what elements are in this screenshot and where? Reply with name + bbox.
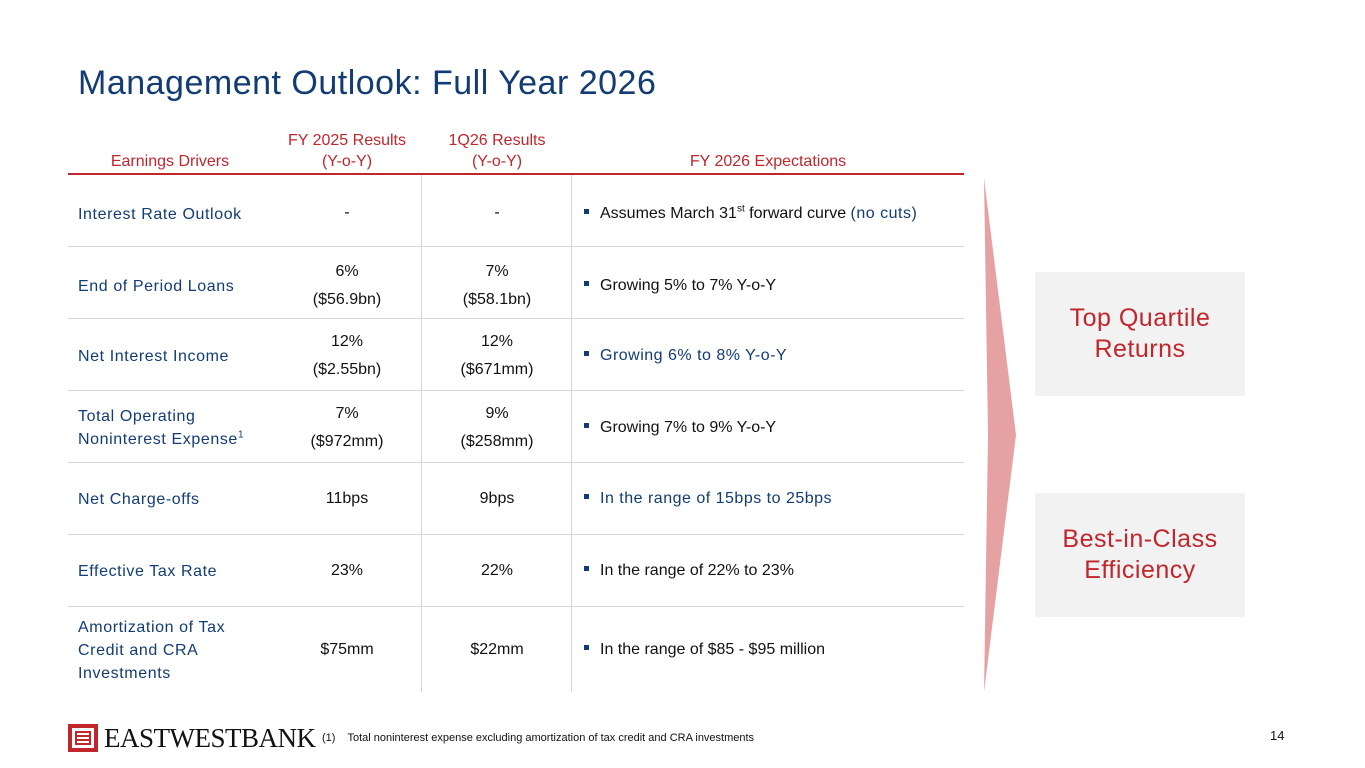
page-title: Management Outlook: Full Year 2026 [78, 64, 657, 102]
header-1q26-line1: 1Q26 Results [448, 132, 546, 149]
driver-effective-tax-rate: Effective Tax Rate [78, 563, 218, 580]
fy2025-value: $75mm [320, 641, 374, 658]
1q26-value: 9% ($258mm) [460, 405, 534, 450]
driver-amortization: Amortization of Tax Credit and CRA Inves… [78, 619, 226, 682]
fy2025-value: - [344, 204, 350, 221]
expectation-noninterest-expense: Growing 7% to 9% Y-o-Y [584, 417, 964, 439]
expectation-amortization: In the range of $85 - $95 million [584, 639, 964, 661]
column-divider [571, 175, 572, 692]
bullet-icon [584, 209, 589, 215]
east-west-bank-logo-icon [68, 724, 98, 752]
driver-interest-rate-outlook: Interest Rate Outlook [78, 206, 242, 223]
header-earnings-drivers: Earnings Drivers [110, 153, 230, 170]
best-in-class-efficiency-box: Best-in-Class Efficiency [1035, 493, 1245, 617]
expectation-net-charge-offs: In the range of 15bps to 25bps [584, 488, 964, 510]
bullet-icon [584, 423, 589, 429]
east-west-bank-logo: EASTWESTBANK [68, 722, 316, 753]
driver-total-operating-noninterest-expense: Total Operating Noninterest Expense1 [78, 408, 245, 448]
bullet-icon [584, 281, 589, 287]
driver-net-interest-income: Net Interest Income [78, 348, 230, 365]
logo-wordmark: EASTWESTBANK [104, 722, 316, 753]
row-divider [68, 606, 964, 607]
row-divider [68, 462, 964, 463]
1q26-value: $22mm [470, 641, 524, 658]
column-divider [421, 175, 422, 692]
header-fy2026-expectations: FY 2026 Expectations [689, 153, 847, 170]
1q26-value: - [494, 204, 500, 221]
fy2025-value: 7% ($972mm) [310, 405, 384, 450]
row-divider [68, 534, 964, 535]
bullet-icon [584, 645, 589, 651]
header-fy2025: FY 2025 Results (Y-o-Y) [272, 130, 422, 172]
bullet-icon [584, 494, 589, 500]
row-divider [68, 318, 964, 319]
header-rule [68, 173, 964, 175]
1q26-value: 7% ($58.1bn) [462, 263, 532, 308]
fy2025-value: 23% [330, 562, 364, 579]
1q26-value: 12% ($671mm) [460, 333, 534, 378]
expectation-interest-rate: Assumes March 31st forward curve (no cut… [584, 203, 964, 225]
header-1q26: 1Q26 Results (Y-o-Y) [422, 130, 572, 172]
top-quartile-returns-box: Top Quartile Returns [1035, 272, 1245, 396]
header-1q26-line2: (Y-o-Y) [471, 153, 523, 170]
row-divider [68, 390, 964, 391]
page-number: 14 [1270, 728, 1285, 743]
driver-end-of-period-loans: End of Period Loans [78, 278, 235, 295]
bullet-icon [584, 566, 589, 572]
expectation-effective-tax-rate: In the range of 22% to 23% [584, 560, 964, 582]
fy2025-value: 11bps [325, 490, 369, 507]
expectation-loans: Growing 5% to 7% Y-o-Y [584, 275, 964, 297]
expectation-net-interest-income: Growing 6% to 8% Y-o-Y [584, 345, 964, 367]
header-fy2025-line1: FY 2025 Results [288, 132, 406, 149]
fy2025-value: 12% ($2.55bn) [312, 333, 382, 378]
footnote: (1) Total noninterest expense excluding a… [322, 732, 755, 744]
driver-net-charge-offs: Net Charge-offs [78, 491, 200, 508]
chevron-arrow-icon [984, 178, 1016, 692]
bullet-icon [584, 351, 589, 357]
1q26-value: 22% [480, 562, 514, 579]
fy2025-value: 6% ($56.9bn) [312, 263, 382, 308]
1q26-value: 9bps [479, 490, 515, 507]
row-divider [68, 246, 964, 247]
header-fy2025-line2: (Y-o-Y) [321, 153, 373, 170]
